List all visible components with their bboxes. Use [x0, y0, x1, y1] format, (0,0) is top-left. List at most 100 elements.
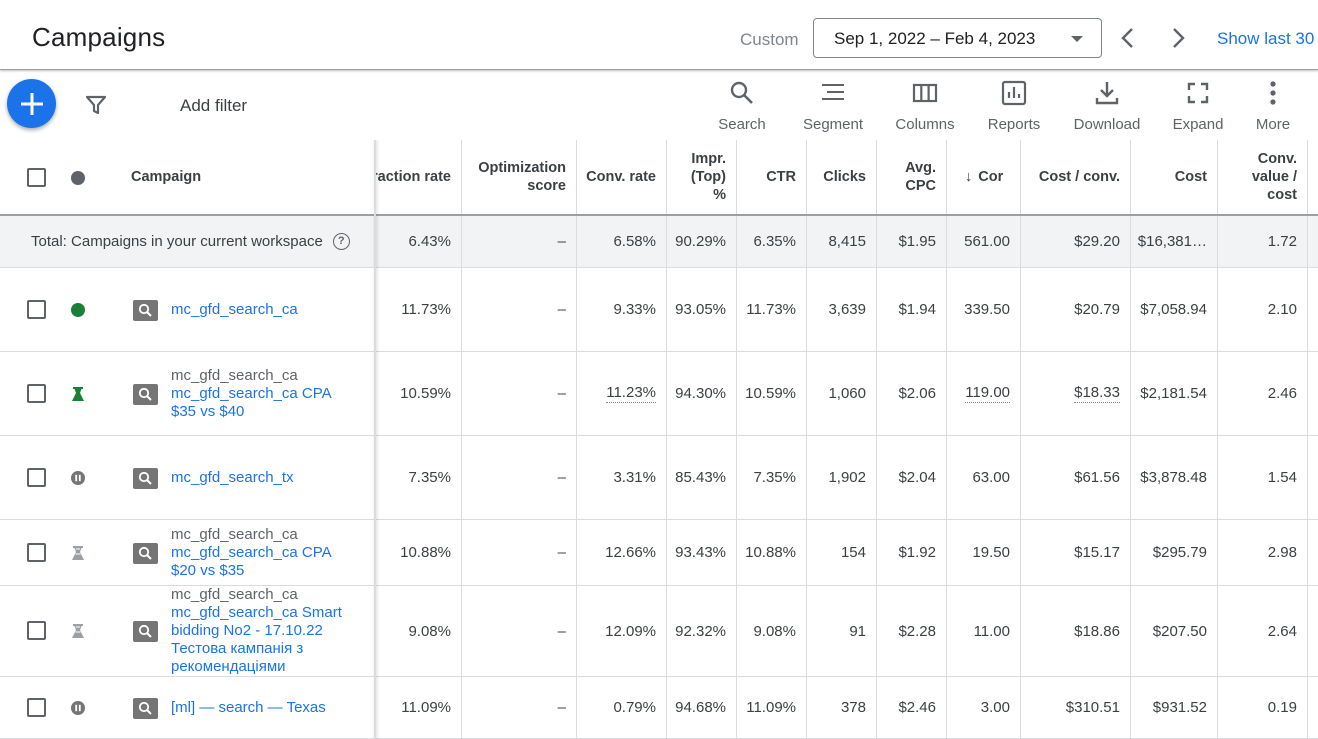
- optimization-score-header[interactable]: Optimization score: [462, 140, 577, 214]
- ctr-cell-value: 9.08%: [753, 622, 796, 640]
- campaign-link-line: mc_gfd_search_ca CPA: [171, 384, 332, 402]
- campaign-link[interactable]: mc_gfd_search_ca: [171, 301, 298, 319]
- campaign-link[interactable]: mc_gfd_search_ca CPA $20 vs $35: [171, 544, 332, 580]
- experiment-ended-status-icon[interactable]: [70, 623, 86, 639]
- total-row: Total: Campaigns in your current workspa…: [0, 216, 1318, 268]
- impr-top-cell-value: 94.68%: [675, 699, 726, 716]
- total-ctr: 6.35%: [737, 216, 807, 267]
- campaign-link-line: $20 vs $35: [171, 561, 245, 579]
- total-label: Total: Campaigns in your current workspa…: [31, 233, 323, 250]
- show-last-30-link[interactable]: Show last 30: [1217, 29, 1315, 48]
- optimization-score-cell-value: –: [557, 544, 566, 561]
- ctr-cell: 7.35%: [737, 436, 807, 519]
- campaign-link-line: bidding No2 - 17.10.22: [171, 622, 323, 639]
- segment-button[interactable]: Segment: [800, 80, 866, 133]
- cost-cell: $7,058.94: [1131, 268, 1218, 351]
- add-filter-button[interactable]: Add filter: [180, 96, 248, 115]
- campaign-column-header[interactable]: Campaign: [131, 169, 202, 185]
- fullscreen-icon: [1187, 82, 1209, 104]
- paused-status-icon[interactable]: [70, 700, 86, 716]
- date-range-value: Sep 1, 2022 – Feb 4, 2023: [834, 29, 1036, 48]
- conv-value-cost-header-line1: Conv.: [1257, 151, 1297, 167]
- interaction-rate-cell-value: 9.08%: [408, 622, 451, 640]
- ctr-header[interactable]: CTR: [737, 140, 807, 214]
- cost-per-conv-cell: $20.79: [1021, 268, 1131, 351]
- conversions-cell: 3.00: [947, 677, 1021, 738]
- interaction-rate-header[interactable]: raction rate: [376, 140, 462, 214]
- campaign-link[interactable]: [ml] — search — Texas: [171, 699, 326, 717]
- table-header-row: Campaign raction rate Optimization score …: [0, 140, 1318, 216]
- row-checkbox[interactable]: [27, 697, 46, 717]
- row-checkbox[interactable]: [27, 383, 46, 403]
- clicks-header[interactable]: Clicks: [807, 140, 877, 214]
- cost-cell-value: $7,058.94: [1140, 301, 1207, 318]
- conv-rate-cell-value[interactable]: 11.23%: [606, 384, 656, 403]
- avg-cpc-cell: $2.06: [877, 352, 947, 435]
- avg-cpc-header[interactable]: Avg. CPC: [877, 140, 947, 214]
- row-checkbox[interactable]: [27, 467, 46, 487]
- previous-period-button[interactable]: [1116, 24, 1140, 52]
- download-button[interactable]: Download: [1070, 80, 1144, 133]
- cost-per-conv-cell: $18.33: [1021, 352, 1131, 435]
- paused-status-icon[interactable]: [70, 470, 86, 486]
- conv-rate-header[interactable]: Conv. rate: [577, 140, 667, 214]
- conv-rate-cell: 0.79%: [577, 677, 667, 738]
- campaign-link[interactable]: mc_gfd_search_tx: [171, 469, 294, 487]
- search-campaign-type-icon: [133, 542, 158, 564]
- conv-value-cost-cell-value: 2.46: [1267, 385, 1297, 402]
- total-conv-rate: 6.58%: [577, 216, 667, 267]
- search-campaign-type-icon: [133, 299, 158, 321]
- row-checkbox[interactable]: [27, 542, 46, 562]
- cost-cell-value: $2,181.54: [1140, 385, 1207, 402]
- clicks-cell: 1,060: [807, 352, 877, 435]
- cost-header[interactable]: Cost: [1131, 140, 1218, 214]
- cost-per-conv-cell-value[interactable]: $18.33: [1074, 384, 1120, 403]
- campaign-link-line: mc_gfd_search_ca: [171, 300, 298, 318]
- status-header-icon[interactable]: [71, 171, 85, 185]
- ctr-cell: 10.59%: [737, 352, 807, 435]
- cost-cell-value: $207.50: [1152, 622, 1207, 640]
- ctr-cell-value: 10.59%: [745, 385, 796, 402]
- more-button[interactable]: More: [1250, 80, 1296, 133]
- experiment-ended-status-icon[interactable]: [70, 545, 86, 561]
- conv-rate-cell-value: 0.79%: [613, 699, 656, 716]
- row-checkbox[interactable]: [27, 621, 46, 640]
- filter-icon[interactable]: [85, 94, 107, 116]
- campaign-link[interactable]: mc_gfd_search_ca Smart bidding No2 - 17.1…: [171, 604, 342, 676]
- impr-top-header[interactable]: Impr. (Top)%: [667, 140, 737, 214]
- campaign-name: mc_gfd_search_ca: [171, 301, 298, 319]
- search-campaign-type-icon: [133, 383, 158, 405]
- cost-per-conv-header[interactable]: Cost / conv.: [1021, 140, 1131, 214]
- conversions-cell: 63.00: [947, 436, 1021, 519]
- conversions-cell-value: 63.00: [972, 469, 1010, 486]
- experiment-enabled-status-icon[interactable]: [70, 386, 86, 402]
- interaction-rate-cell: 11.73%: [376, 268, 462, 351]
- expand-button[interactable]: Expand: [1168, 80, 1228, 133]
- add-campaign-button[interactable]: [7, 79, 56, 128]
- campaign-link[interactable]: mc_gfd_search_ca CPA $35 vs $40: [171, 385, 332, 421]
- conv-value-cost-header[interactable]: Conv. value / cost: [1218, 140, 1308, 214]
- columns-button[interactable]: Columns: [892, 80, 958, 133]
- cost-cell: $2,181.54: [1131, 352, 1218, 435]
- total-avg-cpc: $1.95: [877, 216, 947, 267]
- impr-top-cell: 94.68%: [667, 677, 737, 738]
- select-all-checkbox[interactable]: [27, 168, 46, 187]
- conversions-cell-value[interactable]: 119.00: [965, 384, 1010, 403]
- row-checkbox[interactable]: [27, 299, 46, 319]
- cost-per-conv-cell: $61.56: [1021, 436, 1131, 519]
- avg-cpc-cell-value: $1.92: [898, 544, 936, 561]
- search-button[interactable]: Search: [714, 80, 770, 133]
- date-range-picker[interactable]: Sep 1, 2022 – Feb 4, 2023: [813, 18, 1102, 58]
- avg-cpc-cell: $1.94: [877, 268, 947, 351]
- conv-rate-cell: 3.31%: [577, 436, 667, 519]
- reports-button[interactable]: Reports: [984, 80, 1044, 133]
- impr-top-cell: 85.43%: [667, 436, 737, 519]
- help-icon[interactable]: ?: [332, 233, 350, 250]
- cost-cell: $207.50: [1131, 586, 1218, 676]
- campaigns-table: Campaign raction rate Optimization score …: [0, 140, 1318, 739]
- conversions-header[interactable]: ↓ Cor: [947, 140, 1021, 214]
- next-period-button[interactable]: [1166, 24, 1190, 52]
- conv-value-cost-cell-value: 1.54: [1267, 469, 1297, 486]
- enabled-status-icon[interactable]: [70, 302, 86, 318]
- cost-header-label: Cost: [1174, 169, 1207, 185]
